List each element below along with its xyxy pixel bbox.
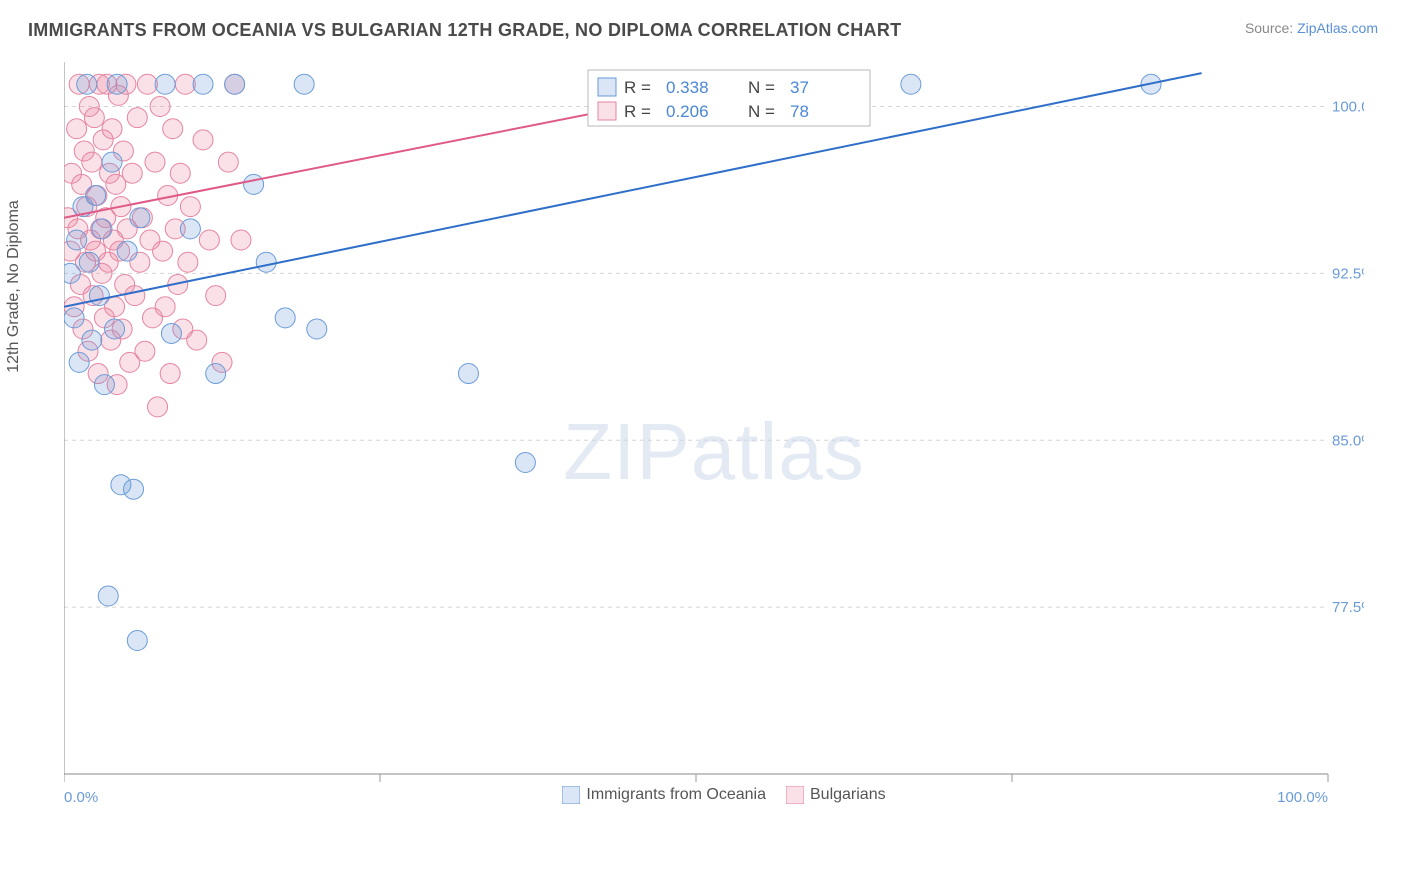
data-point-blue [515,453,535,473]
data-point-blue [193,74,213,94]
data-point-blue [64,263,80,283]
data-point-pink [187,330,207,350]
legend-n-label: N = [748,78,775,97]
source-attribution: Source: ZipAtlas.com [1245,20,1378,36]
data-point-pink [160,364,180,384]
data-point-pink [206,286,226,306]
legend-r-value-blue: 0.338 [666,78,709,97]
data-point-pink [137,74,157,94]
data-point-blue [92,219,112,239]
data-point-pink [163,119,183,139]
data-point-blue [82,330,102,350]
data-point-pink [135,341,155,361]
data-point-blue [117,241,137,261]
data-point-blue [94,375,114,395]
legend-label: Immigrants from Oceania [586,786,766,803]
y-tick-label: 92.5% [1332,265,1364,282]
data-point-blue [107,74,127,94]
data-point-blue [256,252,276,272]
data-point-blue [127,631,147,651]
data-point-pink [67,119,87,139]
data-point-pink [127,108,147,128]
data-point-blue [901,74,921,94]
data-point-pink [150,97,170,117]
data-point-blue [124,479,144,499]
data-point-pink [145,152,165,172]
y-tick-label: 100.0% [1332,99,1364,116]
data-point-blue [86,186,106,206]
legend-swatch-pink [598,102,616,120]
legend-n-label: N = [748,102,775,121]
data-point-blue [105,319,125,339]
data-point-blue [67,230,87,250]
data-point-blue [225,74,245,94]
source-link[interactable]: ZipAtlas.com [1297,20,1378,36]
y-axis-label: 12th Grade, No Diploma [5,200,23,373]
data-point-blue [130,208,150,228]
data-point-pink [102,119,122,139]
data-point-pink [199,230,219,250]
data-point-pink [153,241,173,261]
data-point-blue [77,74,97,94]
data-point-pink [231,230,251,250]
data-point-pink [193,130,213,150]
data-point-pink [84,108,104,128]
data-point-pink [178,252,198,272]
data-point-blue [102,152,122,172]
data-point-pink [155,297,175,317]
data-point-pink [122,163,142,183]
data-point-blue [206,364,226,384]
data-point-blue [307,319,327,339]
data-point-pink [82,152,102,172]
legend-r-value-pink: 0.206 [666,102,709,121]
source-label: Source: [1245,20,1293,36]
data-point-blue [294,74,314,94]
data-point-pink [170,163,190,183]
legend-n-value-pink: 78 [790,102,809,121]
chart-title: IMMIGRANTS FROM OCEANIA VS BULGARIAN 12T… [28,20,901,41]
data-point-blue [180,219,200,239]
legend-r-label: R = [624,102,651,121]
data-point-pink [175,74,195,94]
bottom-legend: Immigrants from Oceania Bulgarians [64,786,1364,804]
data-point-blue [275,308,295,328]
data-point-pink [125,286,145,306]
data-point-pink [180,197,200,217]
data-point-blue [458,364,478,384]
data-point-blue [98,586,118,606]
legend-swatch-blue [562,786,580,804]
legend-swatch-pink [786,786,804,804]
legend-label: Bulgarians [810,786,886,803]
data-point-blue [64,308,84,328]
y-tick-label: 77.5% [1332,599,1364,616]
data-point-pink [218,152,238,172]
scatter-plot: 100.0%92.5%85.0%77.5%0.0%100.0%R =0.338N… [64,62,1364,812]
data-point-blue [161,323,181,343]
y-tick-label: 85.0% [1332,432,1364,449]
legend-swatch-blue [598,78,616,96]
data-point-blue [155,74,175,94]
legend-n-value-blue: 37 [790,78,809,97]
data-point-blue [244,174,264,194]
data-point-blue [89,286,109,306]
data-point-blue [69,352,89,372]
data-point-blue [79,252,99,272]
legend-r-label: R = [624,78,651,97]
data-point-pink [148,397,168,417]
